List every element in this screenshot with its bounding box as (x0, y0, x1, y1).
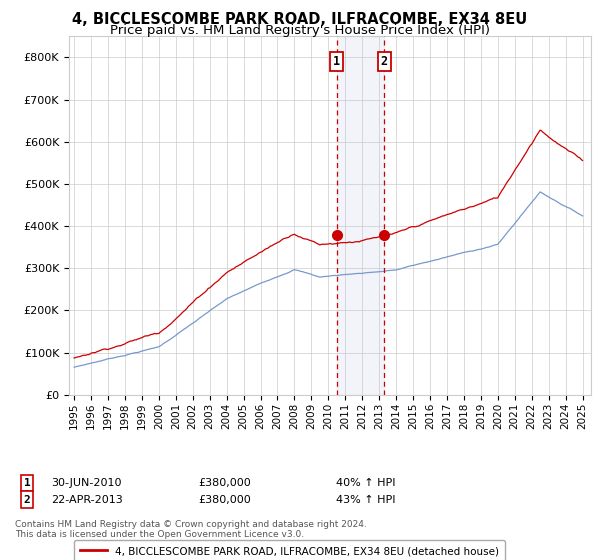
Text: 2: 2 (380, 55, 388, 68)
Text: 30-JUN-2010: 30-JUN-2010 (51, 478, 121, 488)
Text: £380,000: £380,000 (198, 494, 251, 505)
Text: 40% ↑ HPI: 40% ↑ HPI (336, 478, 395, 488)
Text: 43% ↑ HPI: 43% ↑ HPI (336, 494, 395, 505)
Text: 4, BICCLESCOMBE PARK ROAD, ILFRACOMBE, EX34 8EU: 4, BICCLESCOMBE PARK ROAD, ILFRACOMBE, E… (73, 12, 527, 27)
Text: Price paid vs. HM Land Registry's House Price Index (HPI): Price paid vs. HM Land Registry's House … (110, 24, 490, 37)
Text: 2: 2 (23, 494, 31, 505)
Bar (337, 36, 384, 395)
Text: Contains HM Land Registry data © Crown copyright and database right 2024.
This d: Contains HM Land Registry data © Crown c… (15, 520, 367, 539)
Text: 1: 1 (23, 478, 31, 488)
Text: £380,000: £380,000 (198, 478, 251, 488)
Text: 22-APR-2013: 22-APR-2013 (51, 494, 123, 505)
Text: 1: 1 (333, 55, 340, 68)
Legend: 4, BICCLESCOMBE PARK ROAD, ILFRACOMBE, EX34 8EU (detached house), HPI: Average p: 4, BICCLESCOMBE PARK ROAD, ILFRACOMBE, E… (74, 540, 505, 560)
